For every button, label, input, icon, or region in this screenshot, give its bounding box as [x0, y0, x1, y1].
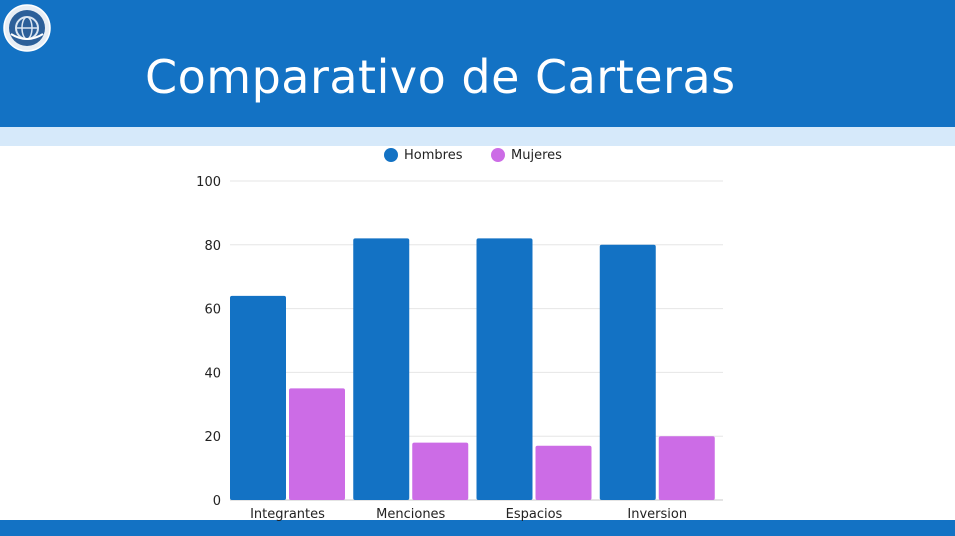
bar-mujeres-integrantes: [289, 388, 345, 500]
page-title: Comparativo de Carteras: [145, 50, 736, 104]
y-tick-label: 40: [204, 366, 221, 381]
x-tick-label: Espacios: [506, 507, 563, 522]
y-tick-label: 0: [213, 494, 221, 509]
y-tick-label: 100: [196, 175, 221, 190]
globe-emblem-icon: [3, 4, 51, 52]
y-axis-ticks: 0 20 40 60 80 100: [196, 175, 221, 509]
y-tick-label: 80: [204, 239, 221, 254]
bars: [230, 238, 715, 501]
bar-hombres-integrantes: [230, 295, 286, 500]
x-axis-ticks: Integrantes Menciones Espacios Inversion: [250, 507, 687, 522]
header-bar: [0, 0, 955, 127]
legend-label-mujeres: Mujeres: [511, 148, 562, 163]
bar-hombres-menciones: [353, 238, 410, 501]
y-tick-label: 20: [204, 430, 221, 445]
x-tick-label: Inversion: [627, 507, 687, 522]
header-accent-strip: [0, 127, 955, 146]
x-tick-label: Menciones: [376, 507, 445, 522]
y-tick-label: 60: [204, 303, 221, 318]
legend-swatch-mujeres: [491, 148, 505, 162]
legend-swatch-hombres: [384, 148, 398, 162]
x-tick-label: Integrantes: [250, 507, 325, 522]
bar-hombres-inversion: [599, 244, 656, 500]
footer-bar: [0, 520, 955, 536]
bar-mujeres-inversion: [658, 436, 715, 500]
legend: Hombres Mujeres: [384, 148, 562, 163]
bar-mujeres-menciones: [412, 442, 469, 500]
legend-label-hombres: Hombres: [404, 148, 463, 163]
bar-hombres-espacios: [476, 238, 533, 501]
bar-mujeres-espacios: [535, 445, 592, 500]
